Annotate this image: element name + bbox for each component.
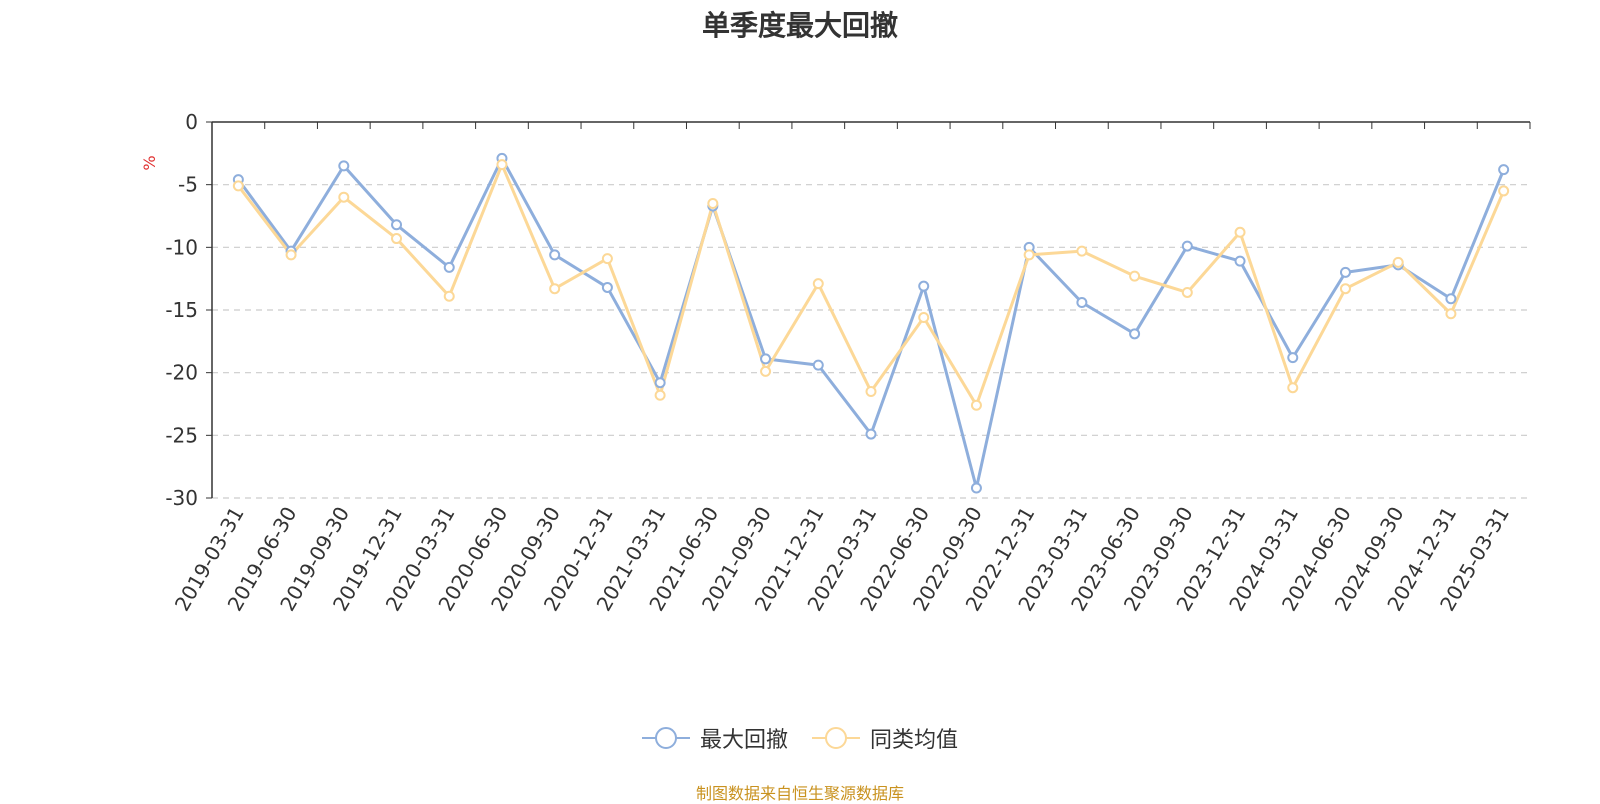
data-point-1	[496, 159, 508, 171]
data-point-0	[1498, 164, 1510, 176]
y-tick-labels: 0 -5 -10 -15 -20 -25 -30	[165, 110, 198, 510]
data-point-0	[1129, 328, 1141, 340]
legend: 最大回撤 同类均值	[0, 722, 1600, 754]
legend-item-peer-average[interactable]: 同类均值	[812, 722, 958, 754]
data-point-0	[760, 353, 772, 365]
data-point-0	[865, 428, 877, 440]
data-point-0	[338, 160, 350, 172]
data-point-0	[654, 377, 666, 389]
data-point-0	[549, 249, 561, 261]
data-point-1	[391, 233, 403, 245]
data-point-1	[918, 312, 930, 324]
y-tick-label: 0	[185, 110, 198, 134]
series-lines	[232, 152, 1510, 494]
y-tick-label: -30	[165, 486, 198, 510]
axes	[206, 121, 1531, 499]
legend-item-max-drawdown[interactable]: 最大回撤	[641, 722, 788, 754]
y-axis-unit: %	[140, 155, 159, 170]
data-point-1	[812, 278, 824, 290]
data-point-1	[549, 283, 561, 295]
chart-title: 单季度最大回撤	[701, 9, 898, 42]
legend-label: 最大回撤	[699, 728, 788, 753]
legend-line-icon	[812, 727, 860, 749]
data-point-1	[232, 180, 244, 192]
data-point-1	[338, 191, 350, 203]
series-line-1	[237, 163, 1506, 407]
data-point-1	[654, 389, 666, 401]
data-point-1	[1234, 226, 1246, 238]
y-tick-label: -25	[165, 423, 198, 447]
y-tick-label: -20	[165, 361, 198, 385]
y-tick-label: -15	[165, 298, 198, 322]
data-point-0	[970, 482, 982, 494]
source-note: 制图数据来自恒生聚源数据库	[695, 784, 904, 803]
data-point-0	[1339, 266, 1351, 278]
data-point-1	[1445, 308, 1457, 320]
data-point-0	[1181, 240, 1193, 252]
data-point-0	[391, 219, 403, 231]
data-point-1	[1129, 270, 1141, 282]
data-point-0	[1076, 296, 1088, 308]
data-point-0	[1287, 352, 1299, 364]
data-point-1	[1339, 283, 1351, 295]
data-point-0	[443, 261, 455, 273]
data-point-1	[1287, 382, 1299, 394]
y-tick-label: -5	[178, 173, 198, 197]
data-point-1	[1392, 256, 1404, 268]
data-point-1	[285, 249, 297, 261]
data-point-0	[918, 280, 930, 292]
data-point-1	[760, 365, 772, 377]
data-point-0	[1445, 293, 1457, 305]
data-point-1	[1498, 185, 1510, 197]
data-point-0	[601, 281, 613, 293]
y-tick-label: -10	[165, 235, 198, 259]
data-point-1	[443, 290, 455, 302]
data-point-1	[1023, 249, 1035, 261]
data-point-1	[1076, 245, 1088, 257]
x-tick-labels: 2019-03-312019-06-302019-09-302019-12-31…	[170, 502, 1514, 615]
data-point-1	[1181, 286, 1193, 298]
data-point-1	[707, 197, 719, 209]
legend-line-icon	[641, 727, 690, 749]
data-point-0	[1234, 255, 1246, 267]
legend-label: 同类均值	[870, 728, 959, 753]
data-point-1	[865, 385, 877, 397]
data-point-0	[812, 359, 824, 371]
data-point-1	[601, 253, 613, 265]
data-point-1	[970, 399, 982, 411]
grid-lines	[212, 184, 1530, 499]
